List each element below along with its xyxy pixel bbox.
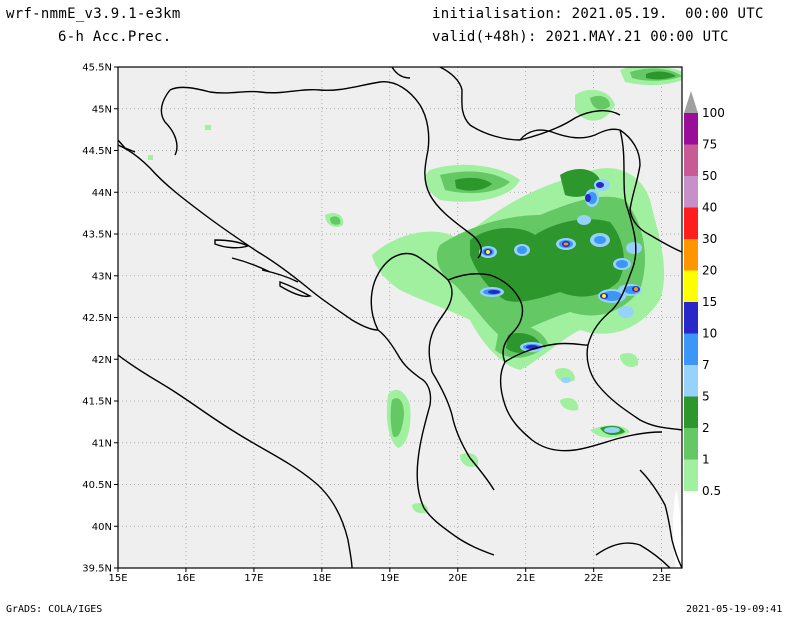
colorbar-label: 75 xyxy=(702,138,717,152)
colorbar-segment xyxy=(684,270,698,302)
lon-label: 20E xyxy=(448,573,467,584)
colorbar-label: 7 xyxy=(702,358,710,372)
colorbar-label: 30 xyxy=(702,232,717,246)
colorbar-label: 0.5 xyxy=(702,484,721,498)
colorbar-segment xyxy=(684,333,698,365)
colorbar-label: 40 xyxy=(702,201,717,215)
colorbar-label: 5 xyxy=(702,390,710,404)
lat-label: 44N xyxy=(92,188,112,199)
lat-label: 39.5N xyxy=(82,564,112,575)
colorbar-label: 50 xyxy=(702,169,717,183)
timestamp-text: 2021-05-19-09:41 xyxy=(686,604,783,615)
colorbar-segment xyxy=(684,302,698,334)
colorbar-label: 10 xyxy=(702,327,717,341)
valid-time: valid(+48h): 2021.MAY.21 00:00 UTC xyxy=(432,29,729,45)
lat-label: 43.5N xyxy=(82,230,112,241)
lat-label: 45.5N xyxy=(82,63,112,74)
colorbar-label: 2 xyxy=(702,421,710,435)
colorbar-segment xyxy=(684,459,698,491)
credit-text: GrADS: COLA/IGES xyxy=(6,604,103,615)
lat-label: 40.5N xyxy=(82,480,112,491)
colorbar-label: 1 xyxy=(702,453,710,467)
colorbar-label: 100 xyxy=(702,106,725,120)
lat-label: 44.5N xyxy=(82,146,112,157)
lat-label: 45N xyxy=(92,104,112,115)
lon-label: 16E xyxy=(176,573,195,584)
lat-label: 40N xyxy=(92,522,112,533)
colorbar-label: 20 xyxy=(702,264,717,278)
lon-label: 23E xyxy=(652,573,671,584)
lon-label: 21E xyxy=(516,573,535,584)
lat-label: 43N xyxy=(92,271,112,282)
colorbar-top-triangle xyxy=(684,91,698,113)
colorbar-segment xyxy=(684,428,698,460)
lat-label: 41.5N xyxy=(82,397,112,408)
model-title: wrf-nmmE_v3.9.1-e3km xyxy=(6,6,181,22)
field-title: 6-h Acc.Prec. xyxy=(58,29,172,45)
colorbar-label: 15 xyxy=(702,295,717,309)
coastlines-and-borders xyxy=(118,67,682,568)
lon-label: 18E xyxy=(312,573,331,584)
precip-field xyxy=(148,67,682,568)
lon-label: 15E xyxy=(108,573,127,584)
colorbar-segment xyxy=(684,365,698,397)
colorbar-segment xyxy=(684,396,698,428)
lon-label: 17E xyxy=(244,573,263,584)
lon-label: 22E xyxy=(584,573,603,584)
colorbar-bottom-triangle xyxy=(684,491,698,551)
lat-label: 42.5N xyxy=(82,313,112,324)
init-time: initialisation: 2021.05.19. 00:00 UTC xyxy=(432,6,764,22)
colorbar-segment xyxy=(684,113,698,145)
colorbar-segment xyxy=(684,176,698,208)
axis-ticks: 45.5N 45N 44.5N 44N 43.5N 43N 42.5N 42N 41.5N 41N… xyxy=(82,63,671,585)
lat-label: 41N xyxy=(92,438,112,449)
colorbar-segment xyxy=(684,207,698,239)
colorbar-segment xyxy=(684,239,698,271)
lon-label: 19E xyxy=(380,573,399,584)
lat-label: 42N xyxy=(92,355,112,366)
colorbar-segment xyxy=(684,144,698,176)
